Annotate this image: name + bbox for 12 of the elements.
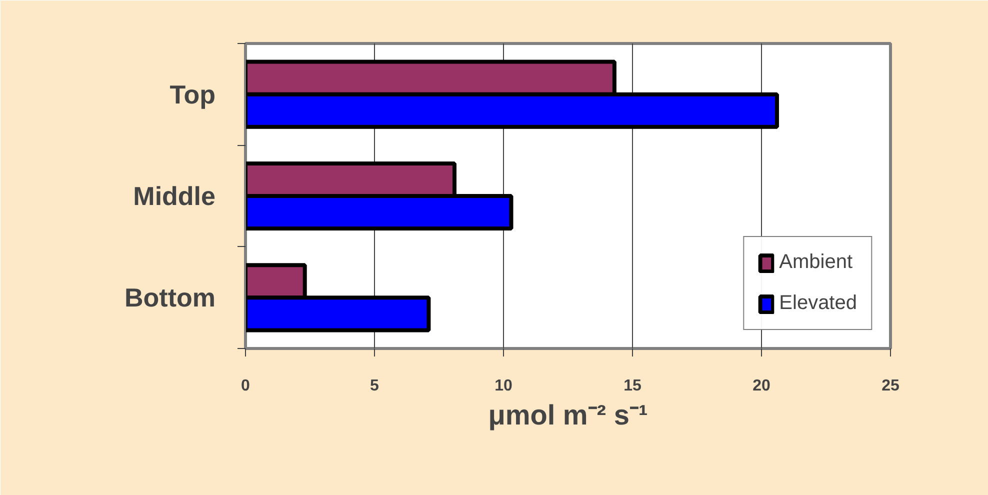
- legend-label: Elevated: [779, 292, 857, 315]
- y-tick-label: Top: [170, 79, 216, 110]
- y-tick-label: Middle: [133, 181, 216, 211]
- legend-label: Ambient: [779, 251, 853, 274]
- x-tick-label: 10: [494, 378, 512, 394]
- x-tick-label: 5: [370, 378, 380, 394]
- x-axis-title: μmol m⁻² s⁻¹: [488, 400, 648, 430]
- x-tick-label: 20: [752, 378, 770, 394]
- x-tick-label: 0: [241, 378, 250, 394]
- y-tick-label: Bottom: [124, 282, 216, 313]
- x-tick-label: 15: [624, 378, 642, 394]
- x-tick-label: 25: [882, 378, 900, 394]
